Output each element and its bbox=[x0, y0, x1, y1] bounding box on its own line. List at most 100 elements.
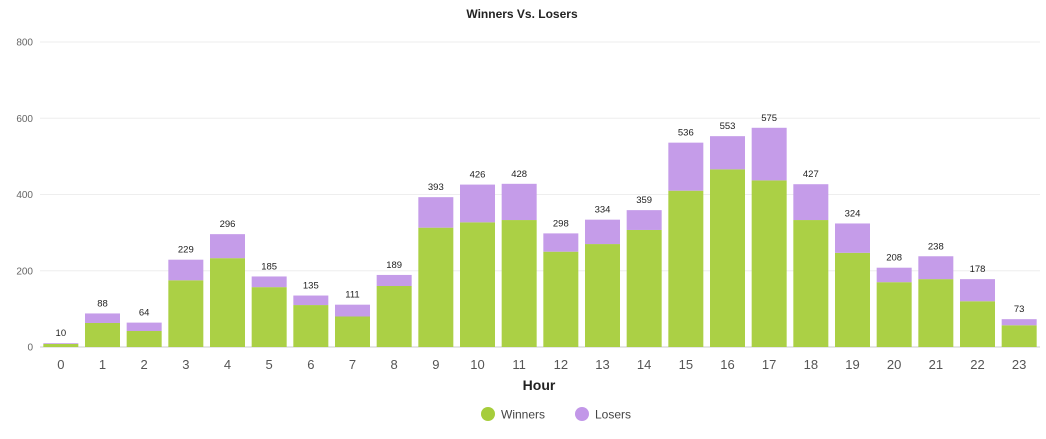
bar-winners bbox=[168, 280, 204, 347]
data-label: 536 bbox=[678, 128, 694, 139]
data-label: 64 bbox=[139, 308, 150, 319]
legend-marker-losers bbox=[575, 407, 589, 421]
bar-losers bbox=[835, 223, 870, 253]
x-tick-label: 15 bbox=[679, 357, 693, 372]
bar-losers bbox=[335, 304, 370, 317]
data-label: 135 bbox=[303, 281, 319, 292]
bar-losers bbox=[43, 343, 79, 344]
data-label: 73 bbox=[1014, 304, 1025, 315]
data-label: 298 bbox=[553, 218, 569, 229]
x-tick-label: 5 bbox=[266, 357, 273, 372]
x-axis-label: Hour bbox=[523, 377, 556, 393]
x-tick-label: 22 bbox=[970, 357, 984, 372]
x-axis-ticks: 0 1 2 3 4 5 6 7 8 9 10 11 12 13 14 15 16 17 18 19 20 21 22 23 bbox=[57, 357, 1026, 372]
bar-losers bbox=[293, 295, 329, 306]
x-tick-label: 8 bbox=[391, 357, 398, 372]
y-tick-label: 0 bbox=[27, 343, 33, 354]
bar-winners bbox=[835, 252, 870, 347]
x-tick-label: 11 bbox=[512, 357, 526, 372]
x-tick-label: 23 bbox=[1012, 357, 1026, 372]
data-label: 553 bbox=[720, 121, 736, 132]
bar-losers bbox=[543, 233, 579, 252]
bars bbox=[43, 127, 1037, 347]
data-label: 296 bbox=[220, 219, 236, 230]
bar-winners bbox=[418, 227, 454, 347]
bar-losers bbox=[460, 184, 495, 223]
data-label: 208 bbox=[886, 253, 902, 264]
x-tick-label: 2 bbox=[141, 357, 148, 372]
x-tick-label: 6 bbox=[307, 357, 314, 372]
x-tick-label: 18 bbox=[804, 357, 818, 372]
bar-losers bbox=[126, 322, 162, 331]
y-tick-label: 200 bbox=[16, 266, 33, 277]
bar-winners bbox=[543, 251, 579, 347]
x-tick-label: 20 bbox=[887, 357, 901, 372]
data-label: 428 bbox=[511, 169, 527, 180]
legend[interactable]: Winners Losers bbox=[481, 407, 631, 422]
bar-losers bbox=[1001, 319, 1037, 326]
bar-losers bbox=[210, 234, 245, 259]
x-tick-label: 16 bbox=[720, 357, 734, 372]
bar-losers bbox=[85, 313, 120, 323]
bar-winners bbox=[668, 190, 704, 347]
bar-losers bbox=[585, 219, 620, 245]
bar-winners bbox=[126, 330, 162, 347]
legend-label-winners: Winners bbox=[501, 408, 545, 422]
data-label: 189 bbox=[386, 260, 402, 271]
bar-winners bbox=[501, 220, 537, 347]
y-axis-ticks: 0 200 400 600 800 bbox=[16, 38, 33, 354]
bar-winners bbox=[251, 287, 287, 347]
x-tick-label: 9 bbox=[432, 357, 439, 372]
data-label: 111 bbox=[345, 290, 359, 301]
bar-winners bbox=[751, 180, 787, 347]
x-tick-label: 13 bbox=[595, 357, 609, 372]
data-label: 324 bbox=[845, 208, 861, 219]
bar-losers bbox=[168, 259, 204, 281]
bar-losers bbox=[668, 142, 704, 191]
bar-losers bbox=[626, 210, 662, 230]
chart-title: Winners Vs. Losers bbox=[466, 7, 578, 21]
bar-losers bbox=[960, 279, 995, 302]
legend-label-losers: Losers bbox=[595, 408, 631, 422]
bar-losers bbox=[751, 127, 787, 181]
bar-winners bbox=[85, 322, 120, 347]
bar-winners bbox=[335, 316, 370, 347]
bar-winners bbox=[876, 282, 912, 347]
bar-winners bbox=[585, 244, 620, 347]
x-tick-label: 17 bbox=[762, 357, 776, 372]
data-labels: 10 88 64 229 296 185 135 111 189 393 426 428 298 334 3… bbox=[56, 113, 1025, 339]
bar-winners bbox=[793, 220, 829, 347]
bar-winners bbox=[376, 286, 412, 347]
x-tick-label: 7 bbox=[349, 357, 356, 372]
bar-losers bbox=[501, 183, 537, 221]
y-tick-label: 800 bbox=[16, 38, 33, 49]
data-label: 393 bbox=[428, 182, 444, 193]
x-tick-label: 19 bbox=[845, 357, 859, 372]
bar-winners bbox=[460, 222, 495, 347]
data-label: 178 bbox=[970, 264, 986, 275]
bar-winners bbox=[626, 229, 662, 347]
x-tick-label: 0 bbox=[57, 357, 64, 372]
bar-losers bbox=[918, 256, 954, 280]
legend-marker-winners bbox=[481, 407, 495, 421]
x-tick-label: 21 bbox=[929, 357, 943, 372]
bar-losers bbox=[251, 276, 287, 288]
x-tick-label: 14 bbox=[637, 357, 651, 372]
y-tick-label: 600 bbox=[16, 114, 33, 125]
bar-losers bbox=[793, 184, 829, 221]
bar-losers bbox=[876, 267, 912, 283]
data-label: 238 bbox=[928, 241, 944, 252]
x-tick-label: 1 bbox=[99, 357, 106, 372]
y-tick-label: 400 bbox=[16, 190, 33, 201]
x-tick-label: 10 bbox=[470, 357, 484, 372]
bar-winners bbox=[293, 305, 329, 347]
x-tick-label: 4 bbox=[224, 357, 231, 372]
data-label: 359 bbox=[636, 195, 652, 206]
bar-winners bbox=[43, 343, 79, 347]
data-label: 229 bbox=[178, 245, 194, 256]
x-tick-label: 12 bbox=[554, 357, 568, 372]
bar-losers bbox=[710, 136, 745, 170]
data-label: 88 bbox=[97, 298, 108, 309]
data-label: 426 bbox=[470, 170, 486, 181]
